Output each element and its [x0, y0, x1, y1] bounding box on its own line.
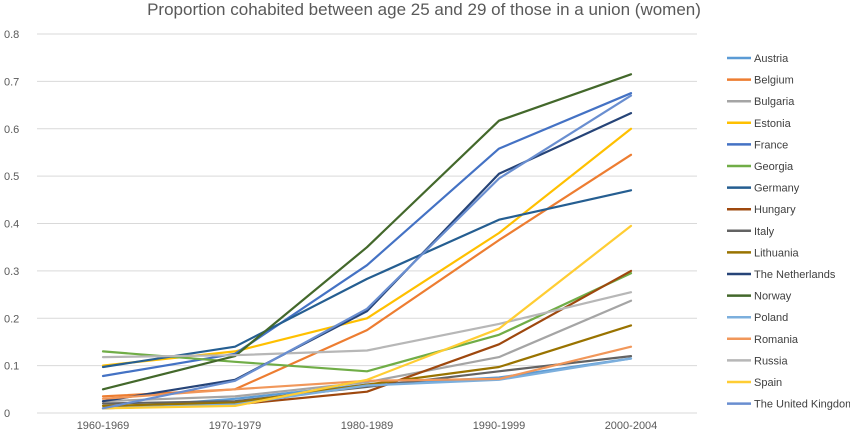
legend-item: France	[727, 139, 788, 151]
legend-item: Hungary	[727, 204, 796, 216]
legend-item: Poland	[727, 312, 788, 324]
y-tick-label: 0.7	[4, 76, 19, 88]
series-lines	[101, 73, 633, 410]
y-tick-label: 0.6	[4, 124, 19, 136]
y-tick-label: 0.2	[4, 313, 19, 325]
legend-item: Austria	[727, 53, 789, 65]
legend: Austria Belgium Bulgaria Estonia France Georg…	[727, 53, 850, 411]
legend-item: Norway	[727, 291, 792, 303]
series-line-the-netherlands	[101, 111, 633, 403]
x-tick-label: 1960-1969	[77, 420, 130, 432]
legend-label: The Netherlands	[754, 269, 836, 281]
series-line-norway	[101, 73, 633, 391]
series-line-france	[101, 92, 633, 378]
series-line-the-united-kingdom	[101, 94, 633, 410]
series-line-spain	[101, 224, 633, 410]
legend-label: Lithuania	[754, 247, 800, 259]
legend-label: Georgia	[754, 161, 794, 173]
y-tick-label: 0.4	[4, 219, 19, 231]
legend-item: Russia	[727, 355, 789, 367]
legend-label: Norway	[754, 291, 792, 303]
series-line-russia	[101, 291, 633, 359]
series-line-bulgaria	[101, 299, 633, 403]
x-tick-label: 1970-1979	[209, 420, 262, 432]
series-line-germany	[101, 189, 633, 369]
legend-label: Germany	[754, 183, 800, 195]
legend-label: Spain	[754, 377, 782, 389]
legend-label: Estonia	[754, 118, 792, 130]
x-axis-ticks: 1960-1969 1970-1979 1980-1989 1990-1999 2000…	[77, 420, 658, 432]
legend-item: Lithuania	[727, 247, 800, 259]
legend-item: Belgium	[727, 75, 794, 87]
legend-item: Germany	[727, 183, 800, 195]
y-tick-label: 0.1	[4, 361, 19, 373]
legend-item: Estonia	[727, 118, 792, 130]
legend-item: Spain	[727, 377, 782, 389]
legend-label: Russia	[754, 355, 789, 367]
y-axis-ticks: 0 0.1 0.2 0.3 0.4 0.5 0.6 0.7 0.8	[4, 29, 19, 420]
x-tick-label: 1980-1989	[341, 420, 394, 432]
legend-label: Belgium	[754, 75, 794, 87]
x-tick-label: 2000-2004	[605, 420, 658, 432]
chart-title: Proportion cohabited between age 25 and …	[147, 0, 701, 19]
y-tick-label: 0.8	[4, 29, 19, 41]
series-line-italy	[101, 355, 633, 405]
legend-label: Italy	[754, 226, 775, 238]
legend-item: Romania	[727, 334, 799, 346]
legend-item: The United Kingdom	[727, 399, 850, 411]
x-tick-label: 1990-1999	[473, 420, 526, 432]
legend-label: Poland	[754, 312, 788, 324]
y-tick-label: 0	[4, 408, 10, 420]
legend-label: Austria	[754, 53, 789, 65]
legend-label: France	[754, 139, 788, 151]
legend-label: Bulgaria	[754, 96, 795, 108]
legend-item: Bulgaria	[727, 96, 795, 108]
legend-label: Romania	[754, 334, 799, 346]
legend-item: Italy	[727, 226, 775, 238]
y-tick-label: 0.3	[4, 266, 19, 278]
y-tick-label: 0.5	[4, 171, 19, 183]
legend-item: Georgia	[727, 161, 794, 173]
gridlines	[37, 33, 697, 414]
legend-item: The Netherlands	[727, 269, 836, 281]
legend-label: Hungary	[754, 204, 796, 216]
legend-label: The United Kingdom	[754, 399, 850, 411]
